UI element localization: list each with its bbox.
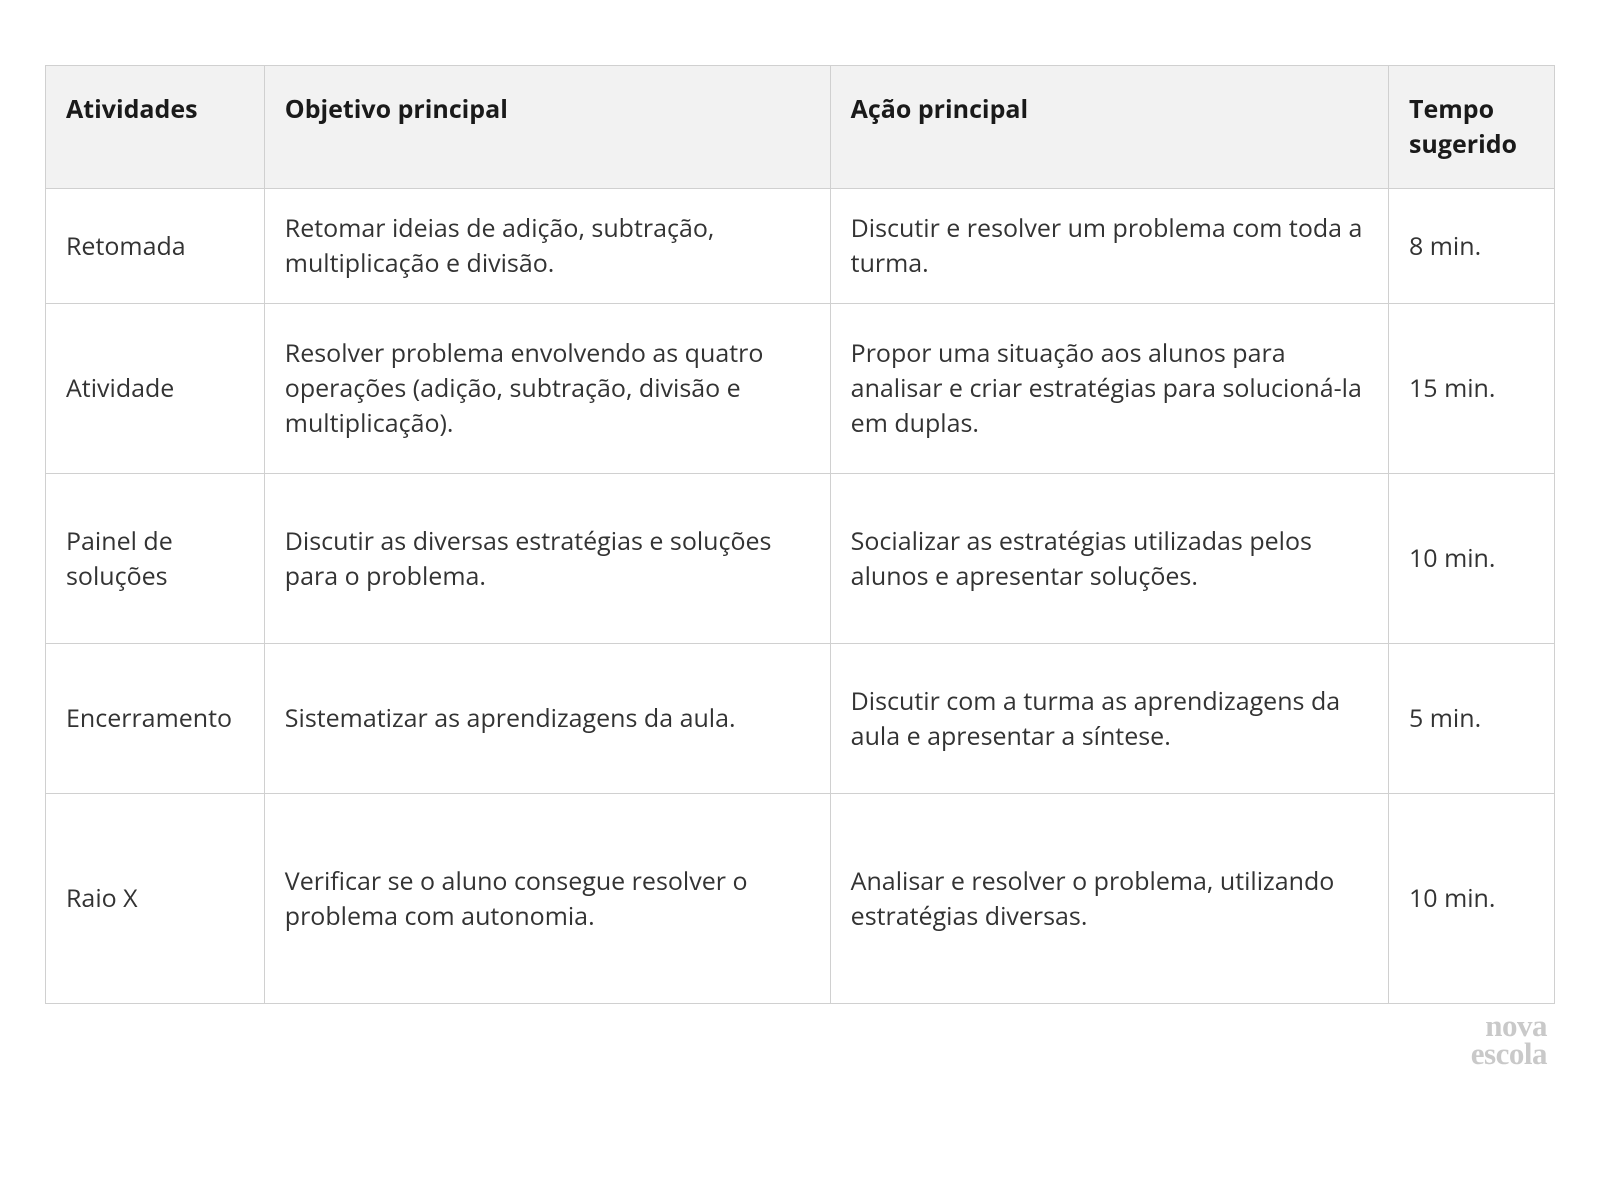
cell-objetivo: Discutir as diversas estratégias e soluç… — [264, 474, 830, 644]
cell-acao: Propor uma situação aos alunos para anal… — [830, 304, 1388, 474]
cell-atividades: Painel de soluções — [46, 474, 265, 644]
cell-acao: Discutir com a turma as aprendizagens da… — [830, 644, 1388, 794]
nova-escola-logo: nova escola — [45, 1012, 1555, 1068]
cell-acao: Discutir e resolver um problema com toda… — [830, 189, 1388, 304]
col-header-atividades: Atividades — [46, 66, 265, 189]
table-row: Painel de soluções Discutir as diversas … — [46, 474, 1555, 644]
logo-line1: nova — [45, 1012, 1547, 1040]
col-header-objetivo: Objetivo principal — [264, 66, 830, 189]
lesson-plan-table: Atividades Objetivo principal Ação princ… — [45, 65, 1555, 1004]
cell-acao: Analisar e resolver o problema, utilizan… — [830, 794, 1388, 1004]
table-row: Retomada Retomar ideias de adição, subtr… — [46, 189, 1555, 304]
cell-atividades: Atividade — [46, 304, 265, 474]
col-header-acao: Ação principal — [830, 66, 1388, 189]
cell-tempo: 5 min. — [1389, 644, 1555, 794]
cell-atividades: Retomada — [46, 189, 265, 304]
cell-acao: Socializar as estratégias utilizadas pel… — [830, 474, 1388, 644]
cell-objetivo: Resolver problema envolvendo as quatro o… — [264, 304, 830, 474]
cell-tempo: 10 min. — [1389, 474, 1555, 644]
cell-tempo: 10 min. — [1389, 794, 1555, 1004]
col-header-tempo: Tempo sugerido — [1389, 66, 1555, 189]
cell-objetivo: Verificar se o aluno consegue resolver o… — [264, 794, 830, 1004]
cell-objetivo: Retomar ideias de adição, subtração, mul… — [264, 189, 830, 304]
cell-atividades: Encerramento — [46, 644, 265, 794]
cell-atividades: Raio X — [46, 794, 265, 1004]
logo-line2: escola — [45, 1040, 1547, 1068]
table-row: Atividade Resolver problema envolvendo a… — [46, 304, 1555, 474]
table-row: Raio X Verificar se o aluno consegue res… — [46, 794, 1555, 1004]
cell-tempo: 15 min. — [1389, 304, 1555, 474]
table-row: Encerramento Sistematizar as aprendizage… — [46, 644, 1555, 794]
cell-tempo: 8 min. — [1389, 189, 1555, 304]
table-header-row: Atividades Objetivo principal Ação princ… — [46, 66, 1555, 189]
cell-objetivo: Sistematizar as aprendizagens da aula. — [264, 644, 830, 794]
